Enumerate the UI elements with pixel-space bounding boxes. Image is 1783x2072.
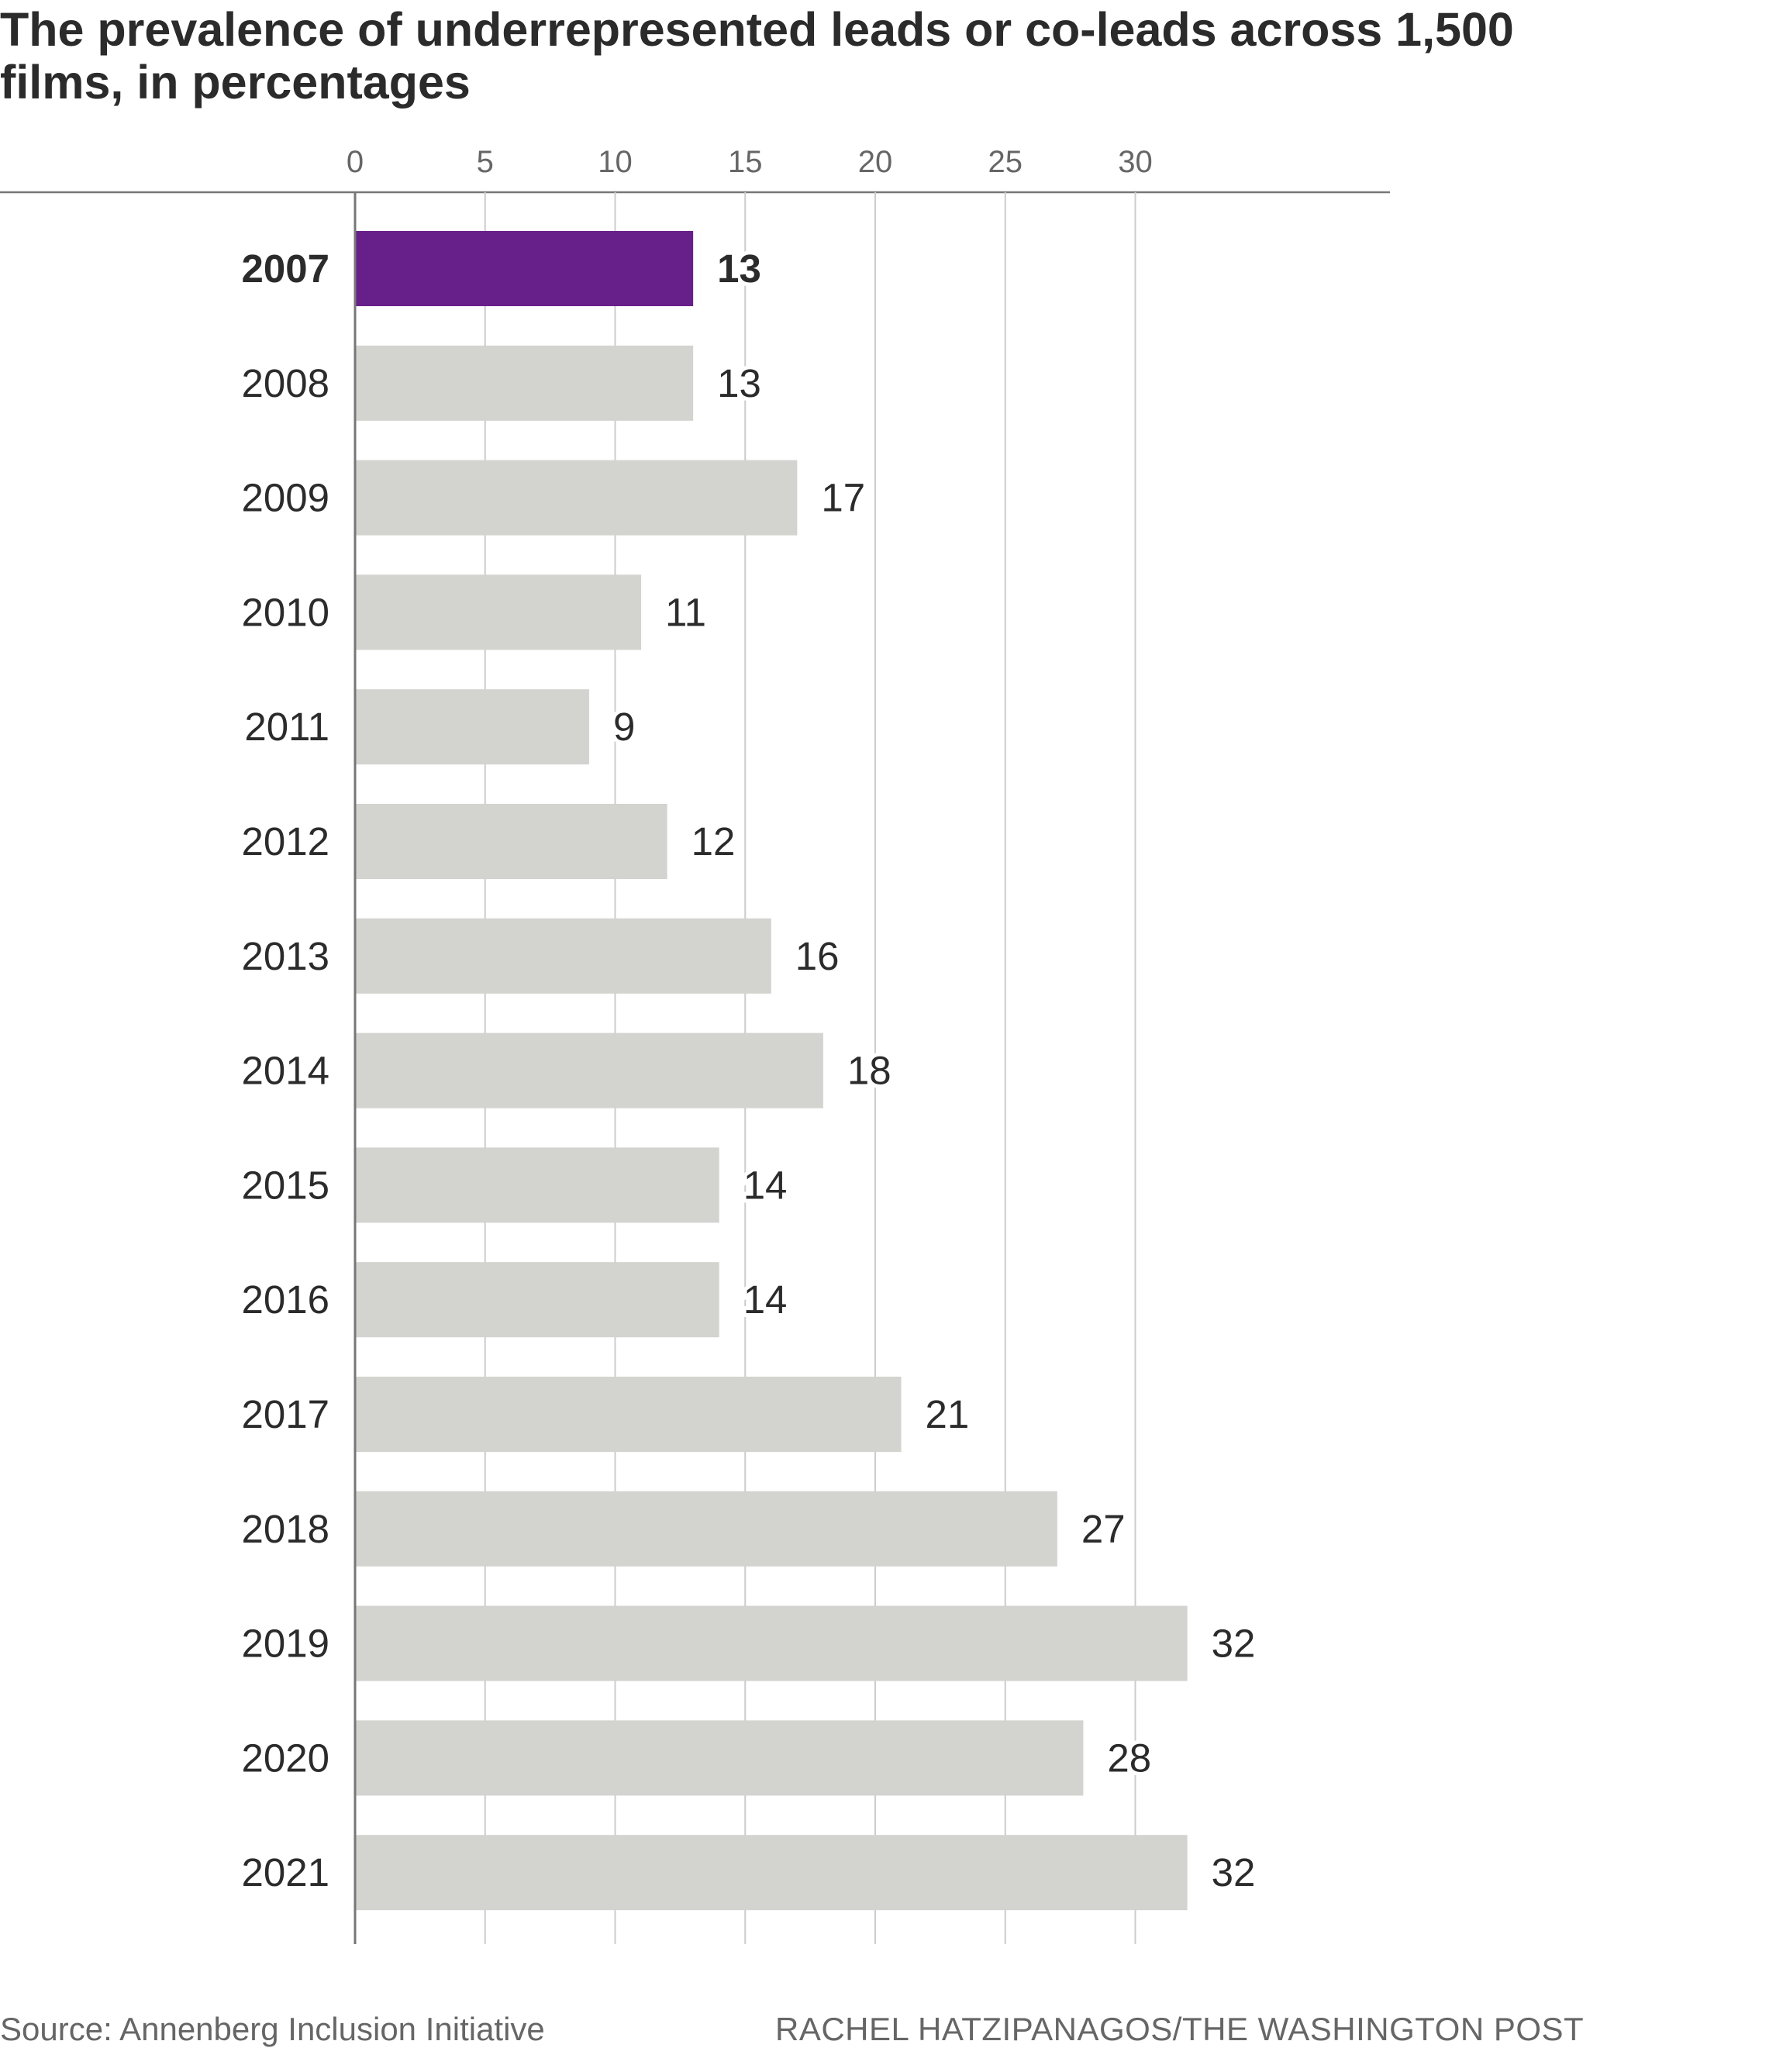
data-label: 13 — [717, 247, 761, 291]
data-label: 32 — [1212, 1850, 1256, 1894]
category-label: 2017 — [242, 1392, 329, 1436]
category-label: 2008 — [242, 361, 329, 405]
bar — [355, 345, 694, 421]
source-note: Source: Annenberg Inclusion Initiative — [0, 2011, 545, 2047]
data-label: 12 — [691, 819, 736, 864]
credit-line: RACHEL HATZIPANAGOS/THE WASHINGTON POST — [775, 2011, 1585, 2047]
bar — [355, 1377, 902, 1452]
bar — [355, 1262, 719, 1338]
bar — [355, 1147, 719, 1223]
category-label: 2012 — [242, 819, 329, 864]
category-label: 2010 — [242, 590, 329, 634]
bar — [355, 1491, 1057, 1567]
bar — [355, 574, 642, 650]
bar — [355, 1720, 1084, 1796]
data-label: 16 — [795, 934, 840, 978]
category-label: 2019 — [242, 1622, 329, 1666]
data-label: 18 — [847, 1049, 892, 1093]
bar — [355, 1835, 1188, 1911]
x-tick-label: 30 — [1118, 145, 1153, 179]
data-label: 17 — [821, 476, 865, 520]
bar — [355, 1605, 1188, 1681]
data-label: 14 — [743, 1163, 788, 1207]
data-label: 32 — [1212, 1622, 1256, 1666]
data-label: 9 — [613, 705, 635, 749]
data-label: 11 — [665, 590, 706, 634]
category-label: 2009 — [242, 476, 329, 520]
category-label: 2021 — [242, 1850, 329, 1894]
bar — [355, 1033, 823, 1108]
data-label: 27 — [1081, 1507, 1126, 1551]
category-label: 2015 — [242, 1163, 329, 1207]
x-tick-label: 5 — [477, 145, 494, 179]
x-tick-label: 25 — [988, 145, 1023, 179]
x-tick-label: 15 — [728, 145, 763, 179]
category-label: 2007 — [242, 247, 329, 291]
bar — [355, 460, 798, 536]
x-tick-label: 20 — [858, 145, 893, 179]
data-label: 28 — [1107, 1736, 1151, 1780]
data-label: 14 — [743, 1277, 788, 1322]
data-label: 13 — [717, 361, 761, 405]
category-label: 2013 — [242, 934, 329, 978]
category-label: 2016 — [242, 1277, 329, 1322]
category-label: 2014 — [242, 1049, 329, 1093]
category-label: 2020 — [242, 1736, 329, 1780]
x-tick-label: 10 — [598, 145, 633, 179]
x-tick-label: 0 — [347, 145, 364, 179]
bar — [355, 689, 589, 765]
data-label: 21 — [926, 1392, 970, 1436]
bar — [355, 918, 771, 994]
category-label: 2011 — [244, 705, 329, 749]
chart-title: The prevalence of underrepresented leads… — [0, 3, 1514, 109]
bar — [355, 804, 667, 879]
bar — [355, 231, 694, 306]
category-label: 2018 — [242, 1507, 329, 1551]
